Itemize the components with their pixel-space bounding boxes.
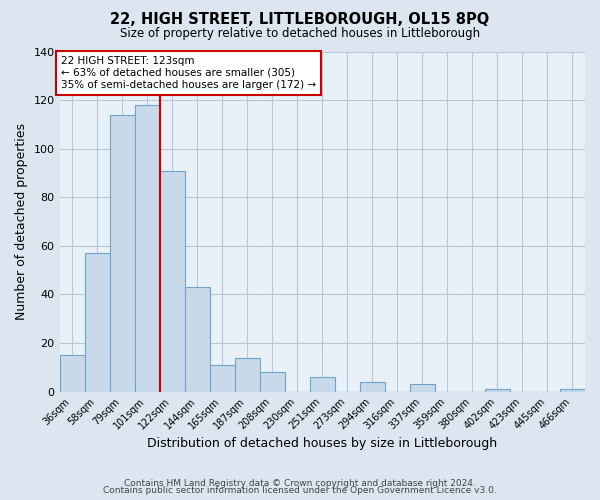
Bar	[235, 358, 260, 392]
X-axis label: Distribution of detached houses by size in Littleborough: Distribution of detached houses by size …	[147, 437, 497, 450]
Bar	[59, 355, 85, 392]
Bar	[209, 365, 235, 392]
Text: 22 HIGH STREET: 123sqm
← 63% of detached houses are smaller (305)
35% of semi-de: 22 HIGH STREET: 123sqm ← 63% of detached…	[61, 56, 316, 90]
Bar	[485, 389, 510, 392]
Bar	[185, 287, 209, 392]
Bar	[360, 382, 385, 392]
Text: Size of property relative to detached houses in Littleborough: Size of property relative to detached ho…	[120, 28, 480, 40]
Text: Contains HM Land Registry data © Crown copyright and database right 2024.: Contains HM Land Registry data © Crown c…	[124, 478, 476, 488]
Bar	[134, 105, 160, 392]
Bar	[560, 389, 585, 392]
Bar	[260, 372, 285, 392]
Bar	[310, 377, 335, 392]
Y-axis label: Number of detached properties: Number of detached properties	[15, 123, 28, 320]
Bar	[110, 114, 134, 392]
Bar	[85, 253, 110, 392]
Text: Contains public sector information licensed under the Open Government Licence v3: Contains public sector information licen…	[103, 486, 497, 495]
Bar	[410, 384, 435, 392]
Bar	[160, 170, 185, 392]
Text: 22, HIGH STREET, LITTLEBOROUGH, OL15 8PQ: 22, HIGH STREET, LITTLEBOROUGH, OL15 8PQ	[110, 12, 490, 28]
